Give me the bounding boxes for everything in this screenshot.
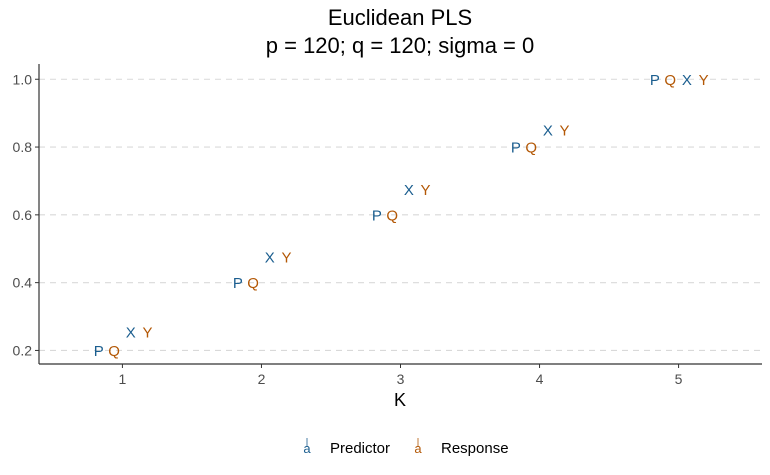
legend-item-predictor: a Predictor — [303, 438, 390, 457]
gridlines — [39, 78, 762, 351]
point-label-q: Q — [525, 140, 537, 157]
x-axis-title: K — [394, 390, 406, 410]
x-tick-label: 3 — [397, 371, 405, 387]
y-tick-label: 0.8 — [13, 139, 33, 155]
point-label-q: Q — [664, 72, 676, 89]
legend-key-glyph: a — [303, 441, 311, 456]
y-tick-label: 0.2 — [13, 342, 33, 358]
point-label-y: Y — [699, 72, 709, 89]
chart-subtitle: p = 120; q = 120; sigma = 0 — [266, 33, 534, 58]
point-label-q: Q — [108, 343, 120, 360]
point-label-q: Q — [386, 207, 398, 224]
x-tick-label: 1 — [119, 371, 127, 387]
point-label-y: Y — [560, 123, 570, 140]
x-axis-ticks: 1 2 3 4 5 — [119, 364, 683, 387]
point-label-p: P — [233, 275, 243, 292]
point-label-p: P — [511, 140, 521, 157]
y-tick-label: 1.0 — [13, 71, 33, 87]
point-label-y: Y — [281, 250, 291, 267]
legend-item-response: a Response — [414, 438, 509, 457]
chart-title: Euclidean PLS — [328, 5, 472, 30]
legend-label: Response — [441, 440, 509, 457]
point-label-y: Y — [142, 324, 152, 341]
y-axis-ticks: 0.2 0.4 0.6 0.8 1.0 — [13, 71, 39, 358]
x-tick-label: 4 — [536, 371, 544, 387]
point-label-y: Y — [421, 182, 431, 199]
point-label-p: P — [94, 343, 104, 360]
legend-label: Predictor — [330, 440, 390, 457]
y-tick-label: 0.6 — [13, 207, 33, 223]
x-tick-label: 5 — [675, 371, 683, 387]
legend: a Predictor a Response — [303, 438, 509, 457]
point-label-x: X — [126, 324, 136, 341]
point-label-x: X — [682, 72, 692, 89]
point-label-x: X — [543, 123, 553, 140]
point-label-x: X — [404, 182, 414, 199]
point-label-q: Q — [247, 275, 259, 292]
point-label-p: P — [372, 207, 382, 224]
legend-key-glyph: a — [414, 441, 422, 456]
x-tick-label: 2 — [258, 371, 266, 387]
point-label-p: P — [650, 72, 660, 89]
y-tick-label: 0.4 — [13, 275, 33, 291]
point-label-x: X — [265, 250, 275, 267]
